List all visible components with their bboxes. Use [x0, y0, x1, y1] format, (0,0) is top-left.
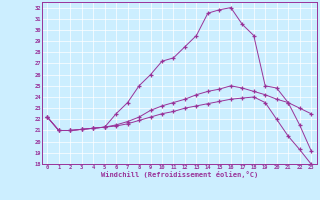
X-axis label: Windchill (Refroidissement éolien,°C): Windchill (Refroidissement éolien,°C) — [100, 171, 258, 178]
